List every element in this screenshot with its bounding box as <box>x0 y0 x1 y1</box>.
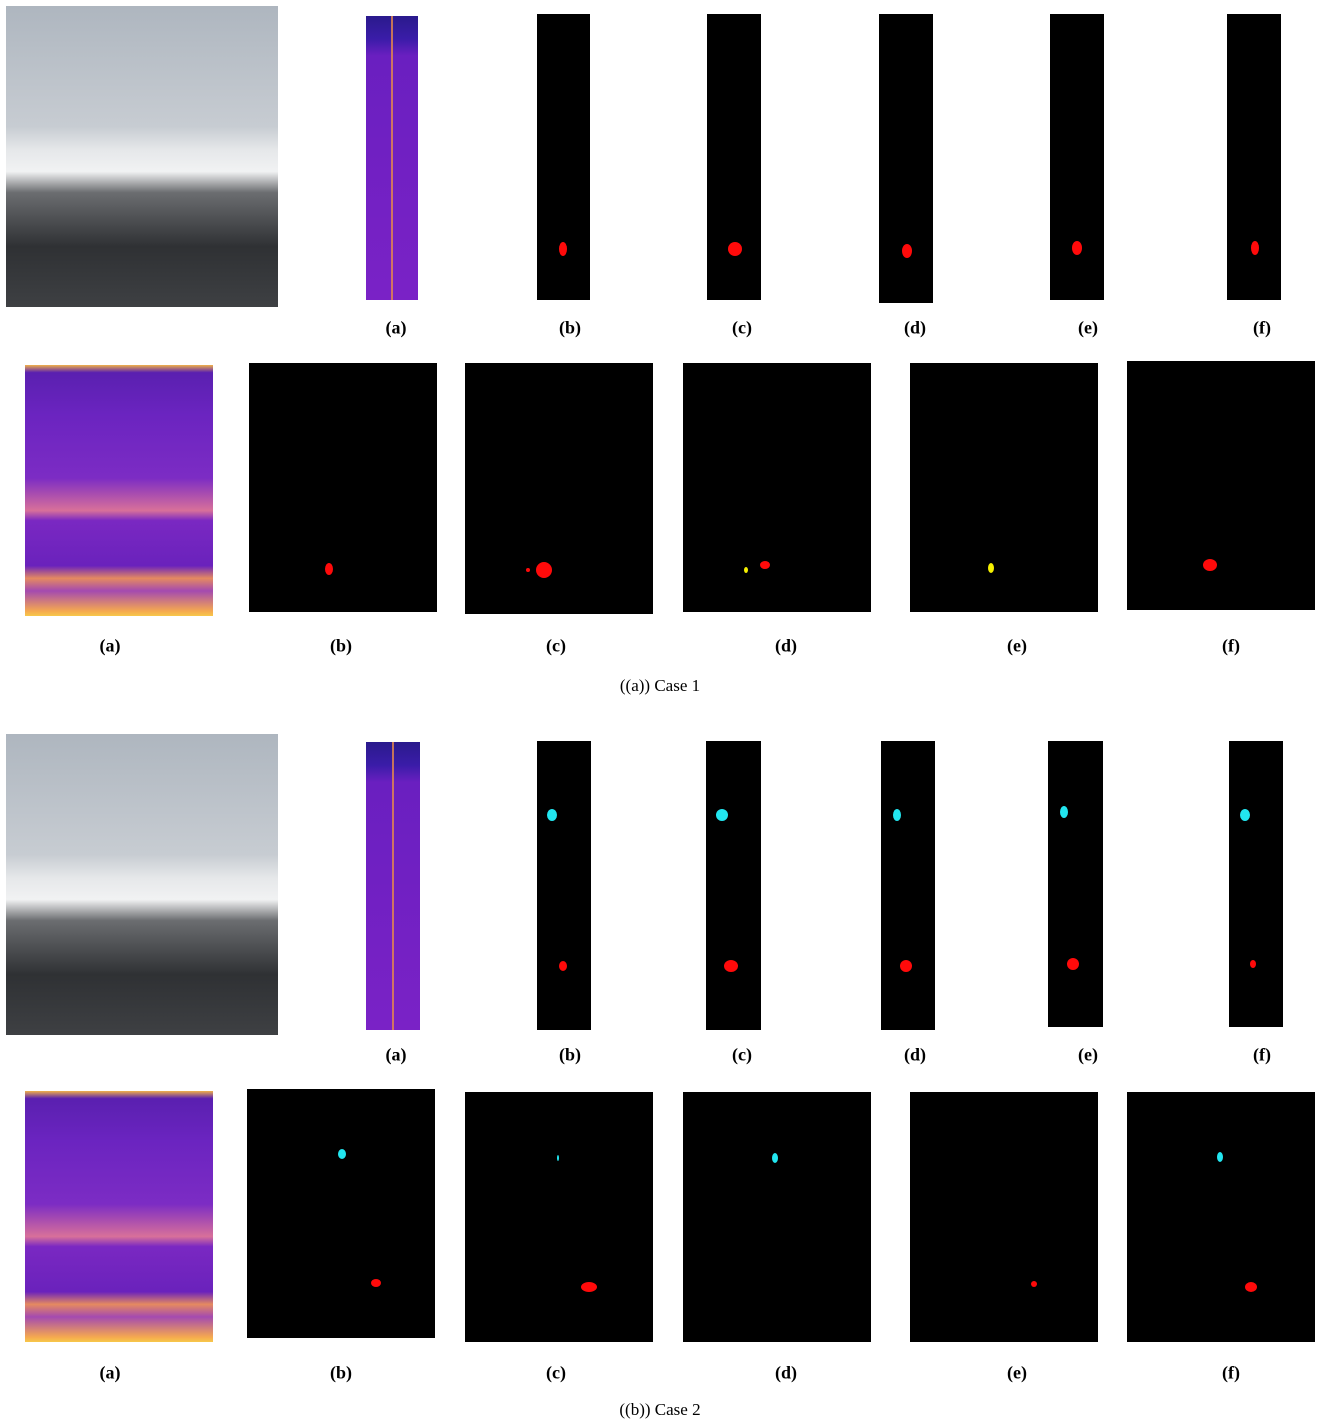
spectrogram <box>25 1091 213 1342</box>
panel-label: (f) <box>1222 1363 1240 1384</box>
detection-blob <box>1072 241 1082 255</box>
panel-label: (d) <box>904 1045 926 1066</box>
detection-blob <box>536 562 552 578</box>
panel-label: (f) <box>1253 318 1271 339</box>
detection-blob <box>728 242 742 256</box>
detection-blob <box>1245 1282 1257 1292</box>
panel-label: (e) <box>1007 636 1027 657</box>
spectrogram <box>25 365 213 616</box>
segmentation-mask <box>465 1092 653 1342</box>
segmentation-mask <box>1229 741 1283 1027</box>
panel-label: (e) <box>1078 318 1098 339</box>
detection-blob <box>1203 559 1217 571</box>
detection-blob <box>547 809 557 821</box>
segmentation-mask <box>1127 361 1315 610</box>
detection-blob <box>760 561 770 569</box>
detection-blob <box>1031 1281 1037 1287</box>
detection-blob <box>338 1149 346 1159</box>
panel-label: (f) <box>1253 1045 1271 1066</box>
panel-label: (d) <box>904 318 926 339</box>
segmentation-mask <box>683 363 871 612</box>
panel-label: (a) <box>100 1363 121 1384</box>
panel-label: (b) <box>330 1363 352 1384</box>
segmentation-mask <box>247 1089 435 1338</box>
detection-blob <box>1240 809 1250 821</box>
road-photo <box>6 6 278 307</box>
panel-label: (a) <box>100 636 121 657</box>
detection-blob <box>772 1153 778 1163</box>
panel-label: (b) <box>559 1045 581 1066</box>
detection-blob <box>1060 806 1068 818</box>
segmentation-mask <box>465 363 653 614</box>
segmentation-mask <box>707 14 761 300</box>
detection-blob <box>559 242 567 256</box>
segmentation-mask <box>1227 14 1281 300</box>
detection-blob <box>559 961 567 971</box>
panel-label: (c) <box>546 1363 566 1384</box>
detection-blob <box>900 960 912 972</box>
segmentation-mask <box>537 741 591 1030</box>
detection-blob <box>744 567 748 573</box>
segmentation-mask <box>1127 1092 1315 1342</box>
detection-blob <box>325 563 333 575</box>
detection-blob <box>581 1282 597 1292</box>
segmentation-mask <box>879 14 933 303</box>
panel-label: (a) <box>386 1045 407 1066</box>
detection-blob <box>716 809 728 821</box>
segmentation-mask <box>706 741 761 1030</box>
segmentation-mask <box>881 741 935 1030</box>
detection-blob <box>902 244 912 258</box>
segmentation-mask <box>910 363 1098 612</box>
segmentation-mask <box>537 14 590 300</box>
detection-blob <box>1067 958 1079 970</box>
panel-label: (e) <box>1007 1363 1027 1384</box>
detection-blob <box>988 563 994 573</box>
figure: (a) (b) (c) (d) (e) (f) (a) (b) (c) (d) (e) (f) ((a)… <box>0 0 1320 1422</box>
panel-label: (d) <box>775 1363 797 1384</box>
panel-label: (c) <box>546 636 566 657</box>
segmentation-mask <box>249 363 437 612</box>
subfigure-caption: ((b)) Case 2 <box>619 1400 700 1420</box>
detection-blob <box>557 1155 559 1161</box>
detection-blob <box>724 960 738 972</box>
detection-blob <box>1251 241 1259 255</box>
panel-label: (b) <box>559 318 581 339</box>
detection-blob <box>371 1279 381 1287</box>
panel-label: (e) <box>1078 1045 1098 1066</box>
detection-blob <box>893 809 901 821</box>
spectrogram <box>366 16 418 300</box>
detection-blob <box>1217 1152 1223 1162</box>
panel-label: (a) <box>386 318 407 339</box>
panel-label: (d) <box>775 636 797 657</box>
detection-blob <box>526 568 530 572</box>
subfigure-caption: ((a)) Case 1 <box>620 676 700 696</box>
panel-label: (c) <box>732 318 752 339</box>
spectrogram <box>366 742 420 1030</box>
segmentation-mask <box>1050 14 1104 300</box>
road-photo <box>6 734 278 1035</box>
panel-label: (c) <box>732 1045 752 1066</box>
panel-label: (f) <box>1222 636 1240 657</box>
segmentation-mask <box>910 1092 1098 1342</box>
segmentation-mask <box>1048 741 1103 1027</box>
panel-label: (b) <box>330 636 352 657</box>
detection-blob <box>1250 960 1256 968</box>
segmentation-mask <box>683 1092 871 1342</box>
